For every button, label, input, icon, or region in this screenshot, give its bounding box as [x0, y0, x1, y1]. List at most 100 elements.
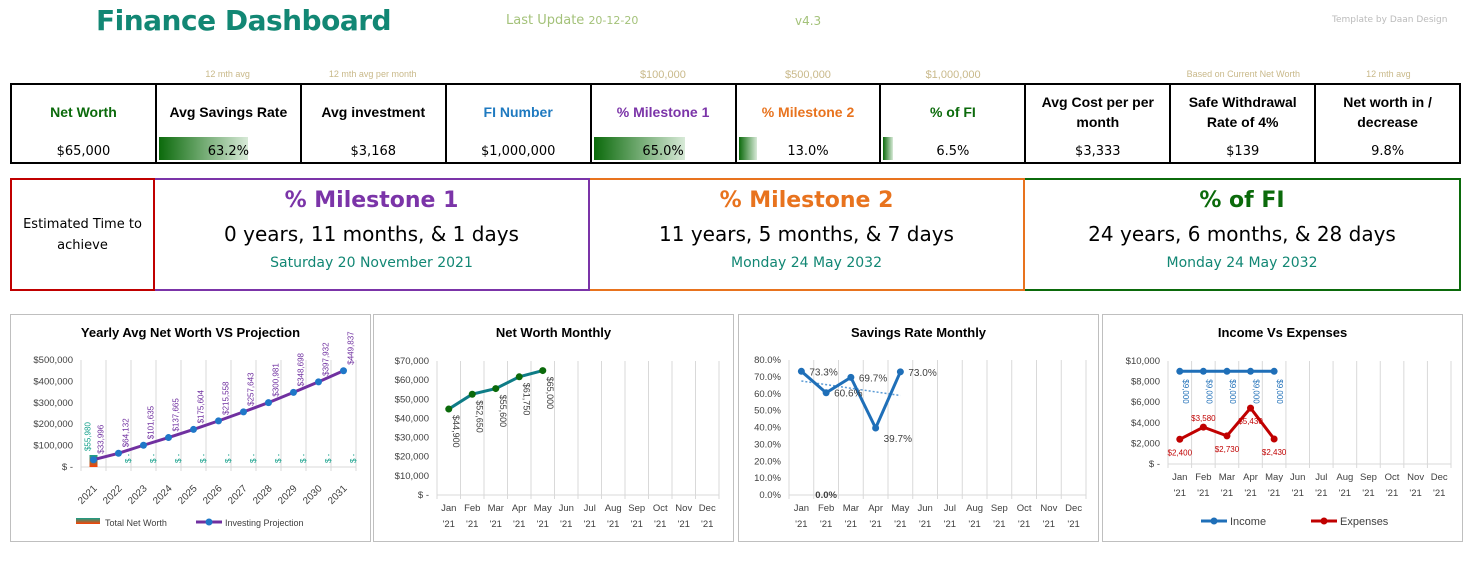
data-point: [215, 417, 222, 425]
data-label: 73.3%: [809, 367, 837, 378]
legend-label: Total Net Worth: [105, 518, 167, 528]
kpi-avg-savings-rate: Avg Savings Rate 63.2%: [157, 85, 302, 162]
x-tick-label: Mar '21: [843, 503, 859, 530]
y-tick-label: 80.0%: [754, 355, 781, 366]
data-point: [539, 367, 547, 375]
chart-svg: $ - $2,000 $4,000 $6,000 $8,000 $10,000 Jan '21…: [1126, 356, 1452, 528]
kpi-value: 13.0%: [787, 144, 829, 159]
data-label: $9,000: [1252, 379, 1261, 404]
data-point: [315, 378, 322, 386]
chart-svg: 0.0% 10.0% 20.0% 30.0% 40.0% 50.0% 60.0% 70.0% 8…: [754, 355, 1087, 530]
kpi-value: $139: [1226, 144, 1260, 159]
chart-savings-rate: Savings Rate Monthly 0.0% 10.0% 20.0% 30.0% 4…: [738, 314, 1099, 542]
dashboard-title: Finance Dashboard: [96, 4, 392, 37]
data-label: $2,400: [1168, 448, 1193, 457]
x-tick-label: 2024: [151, 483, 175, 507]
chart-yearly-net-worth: Yearly Avg Net Worth VS Projection $ - $10…: [10, 314, 371, 542]
kpi-label: % Milestone 1: [616, 104, 710, 120]
estimate-date: Monday 24 May 2032: [1166, 255, 1318, 271]
data-label: 39.7%: [884, 434, 912, 445]
y-tick-label: $8,000: [1131, 377, 1160, 388]
data-label: $ -: [274, 453, 283, 463]
data-label: $ -: [199, 453, 208, 463]
data-label: $33,996: [97, 424, 106, 453]
kpi-label: Avg investment: [321, 104, 426, 120]
data-point: [872, 424, 880, 432]
y-tick-label: $2,000: [1131, 438, 1160, 449]
y-tick-label: $ -: [62, 462, 73, 473]
data-label: $65,000: [545, 377, 555, 410]
data-label: $64,132: [122, 418, 131, 447]
y-tick-label: $500,000: [33, 355, 73, 366]
trendline: [801, 380, 901, 397]
x-tick-label: Jul '21: [944, 503, 956, 530]
data-label: 0.0%: [815, 490, 837, 501]
data-label: $ -: [149, 453, 158, 463]
estimate-section: Estimated Time to achieve % Milestone 1 …: [10, 178, 1461, 291]
estimate-date: Monday 24 May 2032: [730, 255, 882, 271]
chart-income-expenses: Income Vs Expenses $ - $2,000 $4,000 $6,000 $…: [1102, 314, 1463, 542]
kpi-label: Safe Withdrawal Rate of 4%: [1188, 94, 1297, 130]
data-label: $55,980: [84, 422, 93, 451]
kpi-value: 63.2%: [207, 144, 250, 159]
estimate-fi: % of FI 24 years, 6 months, & 28 days Mo…: [1025, 178, 1461, 291]
x-tick-label: May '21: [534, 503, 552, 530]
data-point: [1247, 404, 1255, 412]
legend-label: Income: [1230, 516, 1266, 528]
kpi-label: % Milestone 2: [761, 104, 855, 120]
x-tick-label: Aug '21: [1336, 472, 1353, 499]
data-point: [1223, 367, 1231, 375]
y-tick-label: 30.0%: [754, 439, 781, 450]
x-tick-label: 2028: [251, 483, 275, 507]
kpi-value: $65,000: [56, 144, 111, 159]
x-tick-label: Sep '21: [628, 503, 645, 530]
y-tick-label: 20.0%: [754, 456, 781, 467]
chart-title: Income Vs Expenses: [1217, 325, 1348, 340]
x-tick-label: Feb '21: [464, 503, 480, 530]
legend-marker: [205, 518, 213, 526]
data-label: $ -: [349, 453, 358, 463]
kpi--milestone-1: % Milestone 1 65.0%: [592, 85, 737, 162]
data-point: [445, 405, 453, 413]
data-point: [115, 449, 122, 457]
kpi-label: Avg Savings Rate: [169, 104, 288, 120]
data-label: $137,665: [172, 398, 181, 432]
kpi-value: $3,333: [1075, 144, 1121, 159]
data-point: [1223, 432, 1231, 440]
data-label: $ -: [174, 453, 183, 463]
last-update-label: Last Update: [506, 13, 585, 28]
kpi-note: $1,000,000: [925, 69, 981, 81]
template-credit: Template by Daan Design: [1332, 15, 1448, 25]
chart-title: Net Worth Monthly: [495, 325, 612, 340]
data-label: $ -: [299, 453, 308, 463]
data-label: 60.6%: [834, 389, 862, 400]
data-label: $175,604: [197, 390, 206, 424]
data-point: [492, 385, 500, 393]
x-tick-label: Dec '21: [1065, 503, 1082, 530]
x-tick-label: 2026: [201, 483, 225, 507]
kpi-value: 65.0%: [642, 144, 684, 159]
x-tick-label: Mar '21: [1219, 472, 1235, 499]
data-point: [515, 373, 523, 381]
x-tick-label: 2031: [326, 483, 350, 507]
data-point: [240, 408, 247, 416]
x-tick-label: Apr '21: [512, 503, 527, 530]
x-tick-label: May '21: [891, 503, 909, 530]
chart-svg: $ - $100,000 $200,000 $300,000 $400,000 $500,…: [33, 331, 358, 528]
estimate-label: Estimated Time to achieve: [10, 178, 155, 291]
estimate-date: Saturday 20 November 2021: [270, 255, 473, 271]
kpi-value: 6.5%: [936, 144, 970, 159]
kpi-progress-bar: [158, 137, 249, 160]
x-tick-label: Jan '21: [794, 503, 809, 530]
y-tick-label: $6,000: [1131, 397, 1160, 408]
kpi-net-worth: Net Worth $65,000: [12, 85, 157, 162]
kpi-note: Based on Current Net Worth: [1186, 69, 1300, 79]
data-label: $449,837: [347, 331, 356, 365]
data-label: $5,430: [1238, 417, 1263, 426]
x-tick-label: Dec '21: [699, 503, 716, 530]
x-tick-label: Aug '21: [605, 503, 622, 530]
x-tick-label: Nov '21: [675, 503, 692, 530]
data-label: $2,430: [1262, 448, 1287, 457]
data-label: $ -: [224, 453, 233, 463]
kpi-avg-cost-per-per-month: Avg Cost per per month $3,333: [1026, 85, 1172, 162]
